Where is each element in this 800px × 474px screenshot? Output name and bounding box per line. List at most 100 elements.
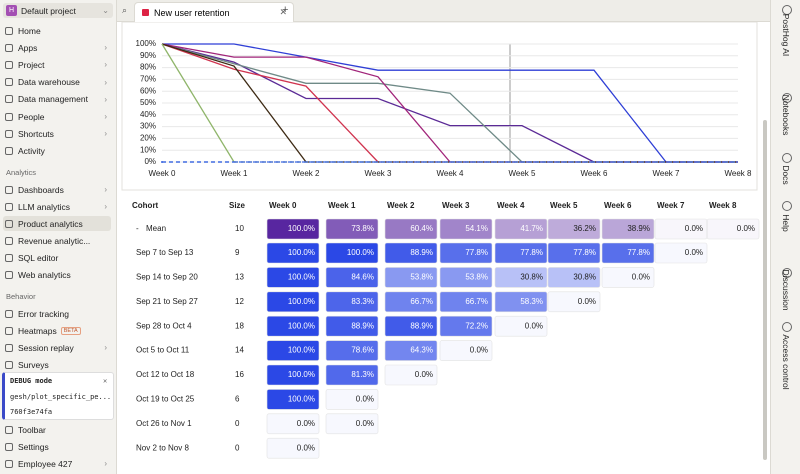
retention-cell <box>384 291 438 313</box>
content: 0% 10% 20% 30% 40% 50% 60% 70% 80% 90% 100% Week 0 W… <box>121 22 767 460</box>
scrollbar <box>763 120 767 460</box>
cell-label: 36.2% <box>573 224 596 233</box>
new-tab[interactable]: + <box>282 4 289 16</box>
chart-card <box>121 22 758 191</box>
cohort-label: Oct 12 to Oct 18 <box>136 370 195 379</box>
tab-icon <box>142 9 149 16</box>
series-line <box>161 43 379 163</box>
retention-cell <box>601 218 655 240</box>
retention-cell <box>325 291 379 313</box>
chevron: › <box>104 343 107 353</box>
table-header: Week 8 <box>709 201 737 210</box>
retention-cell <box>439 340 493 361</box>
nav-icon <box>5 442 13 451</box>
nav-item[interactable]: LLM analytics › <box>3 199 111 214</box>
nav-item[interactable]: Activity <box>3 143 111 158</box>
close-icon[interactable]: ✕ <box>103 377 108 385</box>
y-tick-label: 60% <box>140 86 156 95</box>
retention-cell <box>384 242 438 264</box>
badge: BETA <box>60 326 81 335</box>
chevron: › <box>104 77 107 87</box>
nav-item[interactable]: Settings <box>3 439 111 454</box>
table-header: Size <box>229 201 246 210</box>
cell-label: 100.0% <box>288 248 315 257</box>
right-icon <box>782 5 792 15</box>
chevron: › <box>104 43 107 53</box>
cell-label: 88.9% <box>351 321 374 330</box>
right-panel-item[interactable]: Access control <box>781 334 791 390</box>
chevron: › <box>104 202 107 212</box>
x-tick-label: Week 1 <box>221 169 249 178</box>
nav-item[interactable]: Toolbar <box>3 422 111 437</box>
nav-item[interactable]: Error tracking <box>3 306 111 321</box>
cell-label: 100.0% <box>288 395 315 404</box>
retention-cell <box>266 267 320 288</box>
nav-label: Surveys <box>18 359 49 370</box>
tab-bar: ⌕ New user retention ✕ + <box>117 0 770 22</box>
nav-item[interactable]: Apps › <box>3 40 111 55</box>
nav-item[interactable]: Project › <box>3 57 111 72</box>
nav-item[interactable]: Surveys <box>3 357 111 372</box>
cell-label: 100.0% <box>288 321 315 330</box>
y-tick-label: 100% <box>136 39 156 48</box>
table-header: Week 2 <box>387 201 415 210</box>
nav-label: Apps <box>18 42 38 53</box>
nav-label: Home <box>18 25 41 36</box>
cell-label: 0.0% <box>356 419 374 428</box>
nav-label: Revenue analytic... <box>18 235 91 246</box>
retention-cell <box>601 267 655 288</box>
nav-item[interactable]: Web analytics <box>3 268 111 283</box>
table-header: Week 7 <box>657 201 685 210</box>
table-header: Cohort <box>132 201 159 210</box>
cohort-size: 0 <box>235 419 240 428</box>
debug-title: DEBUG mode <box>10 377 53 385</box>
nav-item[interactable]: Data management › <box>3 92 111 107</box>
series-line <box>161 43 235 163</box>
right-panel-item[interactable]: Notebooks <box>781 94 791 136</box>
cell-label: 100.0% <box>288 297 315 306</box>
right-panel-item[interactable]: Help <box>781 214 791 232</box>
project-selector[interactable]: H Default project ⌄ <box>3 3 113 18</box>
nav-item[interactable]: Heatmaps BETA <box>3 323 111 338</box>
table-header: Week 3 <box>442 201 470 210</box>
series-line <box>161 43 451 163</box>
retention-cell <box>325 315 379 337</box>
retention-cell <box>439 242 493 264</box>
right-panel-item[interactable]: Docs <box>781 165 791 185</box>
nav-label: Dashboards <box>18 184 64 195</box>
nav-item[interactable]: Shortcuts › <box>3 126 111 141</box>
search-icon[interactable]: ⌕ <box>122 5 128 15</box>
nav-item[interactable]: Employee 427 › <box>3 456 111 471</box>
cohort-size: 18 <box>235 321 244 330</box>
cell-label: 0.0% <box>297 419 315 428</box>
right-panel-item[interactable]: PostHog AI <box>781 13 791 57</box>
nav-item[interactable]: Product analytics <box>3 216 111 232</box>
nav-item[interactable]: SQL editor <box>3 250 111 265</box>
cell-label: 100.0% <box>347 248 374 257</box>
nav-item[interactable]: People › <box>3 109 111 124</box>
retention-cell <box>325 218 379 240</box>
cohort-size: 6 <box>235 395 240 404</box>
nav-item[interactable]: Session replay › <box>3 340 111 355</box>
right-icon <box>782 153 792 163</box>
y-tick-label: 30% <box>140 122 156 131</box>
retention-cell <box>654 242 708 264</box>
nav-item[interactable]: Home <box>3 23 111 38</box>
tab-close[interactable]: ✕ <box>279 7 287 17</box>
nav-item[interactable]: Revenue analytic... <box>3 233 111 248</box>
nav-icon <box>5 129 13 138</box>
retention-cell <box>325 364 379 386</box>
retention-cell <box>706 218 760 240</box>
sidebar: H Default project ⌄ Home Apps › Project › Dat… <box>0 0 117 474</box>
tab[interactable]: New user retention ✕ <box>134 2 294 22</box>
chevron: ⌄ <box>102 6 109 15</box>
y-tick-label: 10% <box>140 145 156 154</box>
nav-label: Settings <box>18 441 49 452</box>
cell-label: 0.0% <box>578 297 596 306</box>
nav-item[interactable]: Data warehouse › <box>3 75 111 90</box>
right-panel: PostHog AI Notebooks Docs Help Discussion Acc… <box>770 0 800 474</box>
nav-item[interactable]: Dashboards › <box>3 182 111 197</box>
cell-label: 100.0% <box>288 370 315 379</box>
nav-icon <box>5 60 13 69</box>
right-panel-item[interactable]: Discussion <box>781 269 791 311</box>
